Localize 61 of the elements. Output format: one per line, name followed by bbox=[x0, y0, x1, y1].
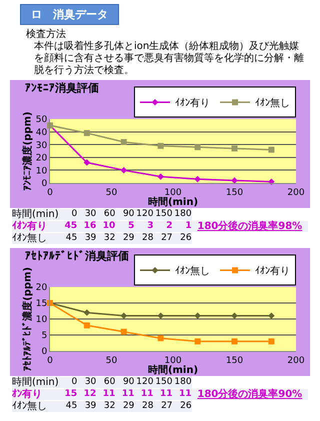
y-axis-title: ｱｾﾄｱﾙﾃﾞﾋﾄﾞ濃度(ppm) bbox=[22, 267, 34, 371]
point bbox=[120, 328, 127, 335]
point bbox=[158, 335, 164, 342]
y-tick-label: 20 bbox=[36, 283, 48, 294]
y-tick-label: 10 bbox=[36, 166, 48, 176]
point bbox=[84, 322, 90, 328]
chart-title: ｱｾﾄｱﾙﾃﾞﾋﾄﾞ消臭評価 bbox=[25, 250, 129, 263]
legend-label: ｲｵﾝ有り bbox=[255, 265, 290, 278]
y-tick-label: 0 bbox=[41, 347, 48, 358]
y-tick-label: 5 bbox=[41, 331, 48, 342]
point bbox=[231, 312, 238, 320]
legend-label: ｲｵﾝ無し bbox=[175, 265, 210, 278]
legend-label: ｲｵﾝ有り bbox=[175, 97, 210, 110]
text: ｵﾝ有り 15 12 11 11 11 11 11 180分後の消臭率90% bbox=[12, 389, 302, 400]
point bbox=[157, 173, 164, 180]
point bbox=[194, 338, 201, 344]
x-tick-label: 50 bbox=[106, 356, 118, 366]
point bbox=[268, 146, 274, 153]
x-axis-title: 時間(min) bbox=[148, 364, 198, 376]
point bbox=[231, 177, 238, 184]
x-tick-label: 150 bbox=[226, 188, 244, 198]
text: 時間(min) 0 30 60 90 120 150 180 bbox=[12, 209, 192, 220]
point bbox=[157, 312, 164, 320]
x-tick-label: 200 bbox=[287, 188, 305, 198]
x-axis-title: 時間(min) bbox=[148, 196, 198, 208]
point bbox=[194, 144, 201, 150]
point bbox=[84, 159, 90, 166]
text: ロ 消臭データ bbox=[20, 4, 119, 25]
point bbox=[232, 338, 238, 344]
y-axis-title: ｱﾝﾓﾆｱ濃度(ppm) bbox=[22, 112, 34, 190]
x-tick-label: 50 bbox=[106, 188, 118, 198]
text: 検査方法 bbox=[26, 29, 67, 40]
point bbox=[84, 130, 90, 136]
y-tick-label: 40 bbox=[36, 128, 48, 138]
y-tick-label: 15 bbox=[36, 299, 48, 310]
text: ｲｵﾝ無し 45 39 32 29 28 27 26 bbox=[12, 401, 192, 412]
point bbox=[120, 312, 128, 320]
text: 時間(min) 0 30 60 90 120 150 180 bbox=[12, 377, 192, 388]
point bbox=[268, 338, 274, 344]
point bbox=[194, 176, 201, 182]
x-tick-label: 200 bbox=[287, 356, 305, 366]
point bbox=[120, 139, 127, 146]
point bbox=[268, 312, 275, 320]
y-tick-label: 0 bbox=[41, 179, 48, 190]
x-tick-label: 100 bbox=[164, 188, 182, 198]
point bbox=[84, 309, 90, 316]
point bbox=[120, 166, 128, 174]
y-tick-label: 10 bbox=[36, 315, 48, 326]
x-tick-label: 150 bbox=[226, 356, 244, 366]
legend-label: ｲｵﾝ無し bbox=[255, 97, 290, 110]
chart-title: ｱﾝﾓﾆｱ消臭評価 bbox=[25, 82, 99, 95]
point bbox=[232, 145, 238, 152]
y-tick-label: 50 bbox=[36, 115, 48, 126]
point bbox=[194, 312, 201, 320]
y-tick-label: 30 bbox=[36, 140, 48, 151]
text: ｲｵﾝ無し 45 39 32 29 28 27 26 bbox=[12, 233, 192, 244]
text: ｲｵﾝ有り 45 16 10 5 3 2 1 180分後の消臭率98% bbox=[12, 221, 302, 232]
y-tick-label: 20 bbox=[36, 154, 48, 164]
x-tick-label: 100 bbox=[164, 356, 182, 366]
point bbox=[158, 142, 164, 149]
text: 本件は吸着性多孔体とion生成体（紛体粗成物）及び光触媒を顔料に含有させる事で悪臭有害物質等を化学的に分解・離脱を行う方法で検査。 bbox=[34, 41, 305, 77]
